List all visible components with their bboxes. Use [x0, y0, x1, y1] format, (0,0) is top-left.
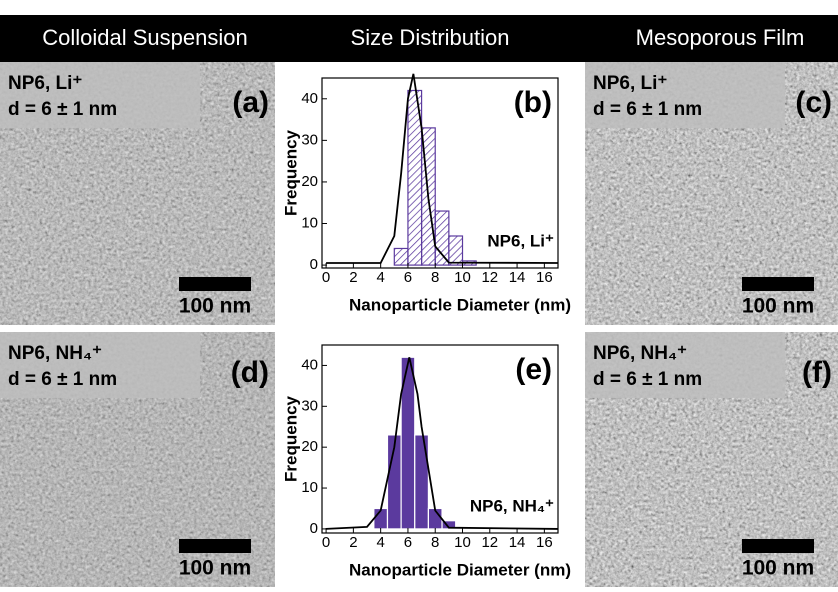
- scale-label: 100 nm: [179, 557, 251, 580]
- annotation: NP6, NH₄⁺: [470, 496, 554, 515]
- bar: [393, 247, 409, 266]
- x-tick-label: 4: [376, 269, 384, 286]
- y-tick-label: 10: [301, 214, 318, 231]
- sample-label: NP6, NH₄⁺: [8, 343, 102, 364]
- y-tick-label: 40: [301, 90, 318, 107]
- y-tick-label: 10: [301, 479, 318, 496]
- size-label: d = 6 ± 1 nm: [593, 369, 702, 390]
- y-tick-label: 30: [301, 397, 318, 414]
- scale-bar: [179, 539, 251, 553]
- fit-curve: [326, 73, 559, 264]
- x-tick-label: 2: [349, 269, 357, 286]
- x-tick-label: 6: [404, 269, 412, 286]
- scale-label: 100 nm: [179, 295, 251, 318]
- panel-label: (c): [795, 86, 832, 119]
- sample-label: NP6, Li⁺: [8, 73, 82, 94]
- annotation: NP6, Li⁺: [487, 231, 554, 250]
- y-tick-label: 0: [310, 256, 318, 273]
- x-tick-label: 10: [454, 534, 471, 551]
- scale-label: 100 nm: [742, 557, 814, 580]
- x-tick-label: 8: [431, 534, 439, 551]
- sample-label: NP6, NH₄⁺: [593, 343, 687, 364]
- y-tick-label: 20: [301, 173, 318, 190]
- x-tick-label: 14: [509, 534, 526, 551]
- y-axis-label: Frequency: [281, 129, 300, 216]
- bar: [414, 434, 430, 530]
- x-tick-label: 14: [509, 269, 526, 286]
- x-tick-label: 8: [431, 269, 439, 286]
- header: Mesoporous Film: [636, 25, 805, 50]
- scale-label: 100 nm: [742, 295, 814, 318]
- size-label: d = 6 ± 1 nm: [8, 369, 117, 390]
- scale-bar: [742, 539, 814, 553]
- label-box: [0, 62, 200, 128]
- x-tick-label: 12: [481, 269, 498, 286]
- y-tick-label: 20: [301, 438, 318, 455]
- panel-label: (e): [515, 353, 552, 386]
- y-tick-label: 0: [310, 520, 318, 537]
- header: Colloidal Suspension: [42, 25, 247, 50]
- x-tick-label: 16: [536, 534, 553, 551]
- x-tick-label: 12: [481, 534, 498, 551]
- fit-curve: [326, 357, 559, 530]
- panel-label: (a): [232, 86, 269, 119]
- label-box: [585, 332, 785, 398]
- plot-frame: [321, 344, 559, 534]
- size-label: d = 6 ± 1 nm: [593, 99, 702, 120]
- x-tick-label: 4: [376, 534, 384, 551]
- bar: [441, 520, 457, 530]
- histogram: 0 2 4 6 8 10 12 14 16 0 10 20 30 40 Nanoparticle Diame…: [281, 344, 571, 579]
- x-tick-label: 0: [322, 534, 330, 551]
- panel-label: (f): [802, 356, 832, 389]
- sample-label: NP6, Li⁺: [593, 73, 667, 94]
- scale-bar: [742, 277, 814, 291]
- header: Size Distribution: [351, 25, 510, 50]
- size-label: d = 6 ± 1 nm: [8, 99, 117, 120]
- x-axis-label: Nanoparticle Diameter (nm): [349, 560, 571, 579]
- scale-bar: [179, 277, 251, 291]
- x-tick-label: 0: [322, 269, 330, 286]
- histogram: 0 2 4 6 8 10 12 14 16 0 10 20 30 40 Nanoparticle Diame…: [281, 73, 571, 314]
- y-tick-label: 30: [301, 131, 318, 148]
- bar: [448, 235, 464, 266]
- x-tick-label: 10: [454, 269, 471, 286]
- label-box: [585, 62, 785, 128]
- bar: [434, 210, 450, 266]
- panel-label: (b): [514, 86, 552, 119]
- x-tick-label: 16: [536, 269, 553, 286]
- y-tick-label: 40: [301, 356, 318, 373]
- x-axis-label: Nanoparticle Diameter (nm): [349, 295, 571, 314]
- label-box: [0, 332, 200, 398]
- x-tick-label: 6: [404, 534, 412, 551]
- header-bar: [0, 15, 838, 62]
- y-axis-label: Frequency: [281, 395, 300, 482]
- x-tick-label: 2: [349, 534, 357, 551]
- panel-label: (d): [231, 356, 269, 389]
